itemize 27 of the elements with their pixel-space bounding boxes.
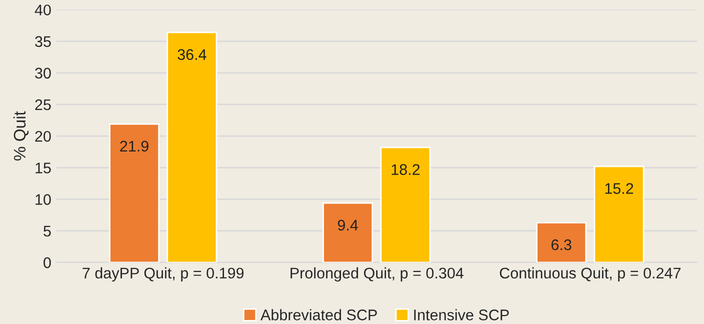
data-label: 6.3 (552, 239, 572, 250)
y-tick-label: 10 (36, 194, 51, 205)
data-label: 18.2 (392, 164, 420, 175)
bar (109, 123, 160, 262)
bar (166, 32, 218, 262)
y-tick-label: 30 (35, 68, 51, 79)
x-tick-label: Continuous Quit, p = 0.247 (500, 267, 681, 282)
data-label: 36.4 (178, 49, 206, 60)
y-tick-label: 25 (35, 99, 51, 110)
data-label: 15.2 (605, 183, 634, 194)
y-axis-title: % Quit (13, 111, 29, 160)
y-tick-label: 0 (44, 257, 51, 268)
bar (322, 202, 374, 262)
bar (380, 146, 431, 262)
y-tick-label: 5 (44, 226, 51, 237)
bar (594, 166, 644, 262)
bar (536, 222, 587, 262)
y-tick-label: 15 (36, 162, 51, 174)
x-tick-label: Prolonged Quit, p = 0.304 (290, 267, 464, 282)
y-tick-label: 35 (35, 36, 51, 47)
y-tick-label: 20 (35, 130, 51, 142)
legend-label: Abbreviated SCP (260, 309, 377, 320)
legend-label: Intensive SCP (414, 309, 509, 320)
y-tick-label: 40 (34, 4, 51, 16)
x-tick-label: 7 dayPP Quit, p = 0.199 (82, 267, 244, 282)
data-label: 9.4 (338, 220, 358, 231)
data-label: 21.9 (120, 140, 148, 152)
